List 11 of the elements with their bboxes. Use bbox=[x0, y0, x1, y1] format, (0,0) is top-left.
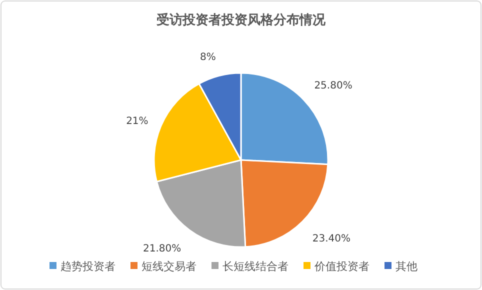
legend-label: 价值投资者 bbox=[314, 260, 370, 273]
data-label: 21.80% bbox=[142, 243, 182, 254]
legend-label: 其他 bbox=[396, 260, 418, 273]
legend-label: 短线交易者 bbox=[142, 260, 196, 273]
chart-title: 受访投资者投资风格分布情况 bbox=[156, 12, 326, 28]
legend-label: 长短线结合者 bbox=[222, 260, 288, 273]
data-label: 25.80% bbox=[314, 80, 352, 92]
legend-label: 趋势投资者 bbox=[60, 260, 116, 273]
data-label: 8% bbox=[200, 52, 216, 64]
data-label: 23.40% bbox=[312, 233, 351, 244]
data-label: 21% bbox=[126, 116, 148, 127]
